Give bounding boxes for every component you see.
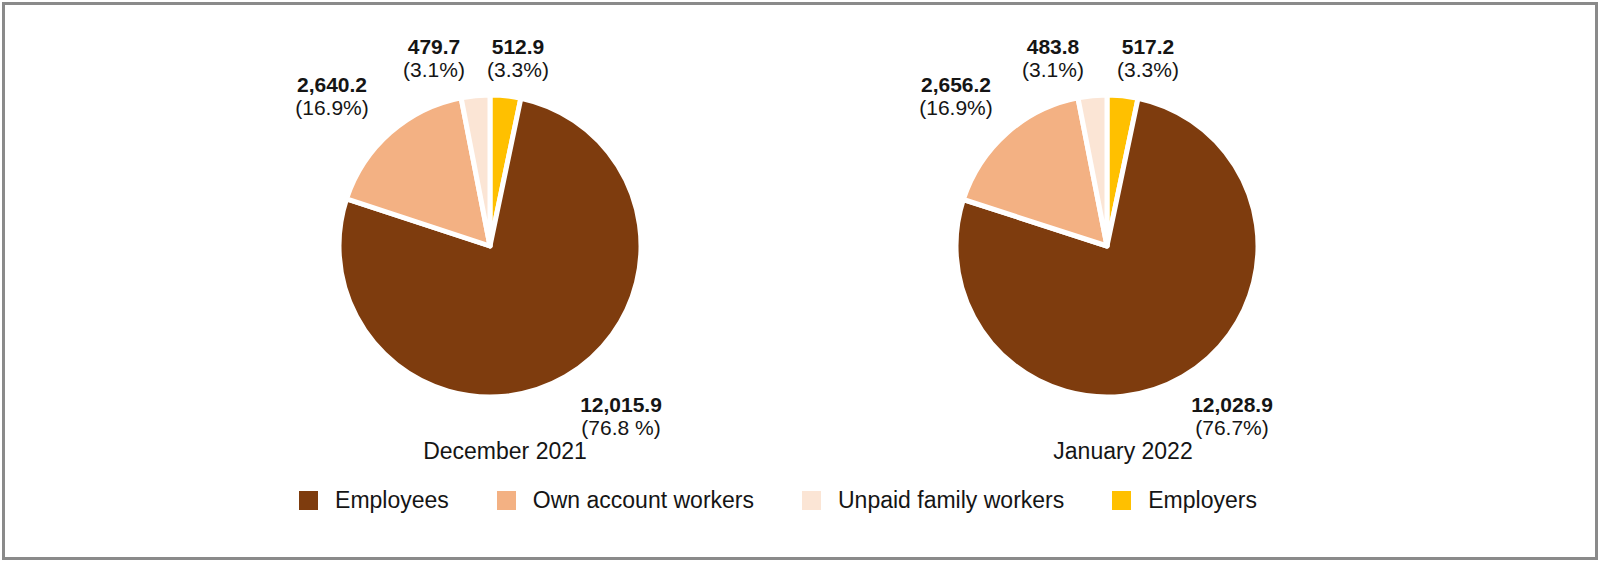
slice-label-own-account-workers: 2,656.2 (16.9%)	[919, 73, 993, 119]
legend-swatch-own-account-workers	[497, 491, 516, 510]
legend-label: Unpaid family workers	[838, 487, 1064, 514]
pie-chart-january-2022: 2,656.2 (16.9%) 483.8 (3.1%) 517.2 (3.3%…	[5, 5, 1595, 557]
slice-percent: (16.9%)	[919, 96, 993, 119]
legend-item-employees: Employees	[299, 487, 449, 514]
legend-swatch-unpaid-family-workers	[802, 491, 821, 510]
legend: Employees Own account workers Unpaid fam…	[0, 487, 1573, 514]
slice-label-employees: 12,028.9 (76.7%)	[1191, 393, 1273, 439]
legend-item-unpaid-family-workers: Unpaid family workers	[802, 487, 1064, 514]
legend-label: Employers	[1148, 487, 1257, 514]
slice-percent: (76.7%)	[1191, 416, 1273, 439]
slice-value: 2,656.2	[919, 73, 993, 96]
slice-percent: (3.1%)	[1022, 58, 1084, 81]
slice-percent: (3.3%)	[1117, 58, 1179, 81]
slice-value: 12,028.9	[1191, 393, 1273, 416]
chart-title-january-2022: January 2022	[1053, 438, 1192, 465]
slice-label-unpaid-family-workers: 483.8 (3.1%)	[1022, 35, 1084, 81]
slice-label-employers: 517.2 (3.3%)	[1117, 35, 1179, 81]
pie-january-2022	[952, 91, 1262, 401]
slice-value: 483.8	[1022, 35, 1084, 58]
figure-frame: 2,640.2 (16.9%) 479.7 (3.1%) 512.9 (3.3%…	[2, 2, 1598, 560]
legend-swatch-employees	[299, 491, 318, 510]
legend-label: Own account workers	[533, 487, 754, 514]
slice-value: 517.2	[1117, 35, 1179, 58]
legend-item-employers: Employers	[1112, 487, 1257, 514]
legend-item-own-account-workers: Own account workers	[497, 487, 754, 514]
legend-swatch-employers	[1112, 491, 1131, 510]
legend-label: Employees	[335, 487, 449, 514]
